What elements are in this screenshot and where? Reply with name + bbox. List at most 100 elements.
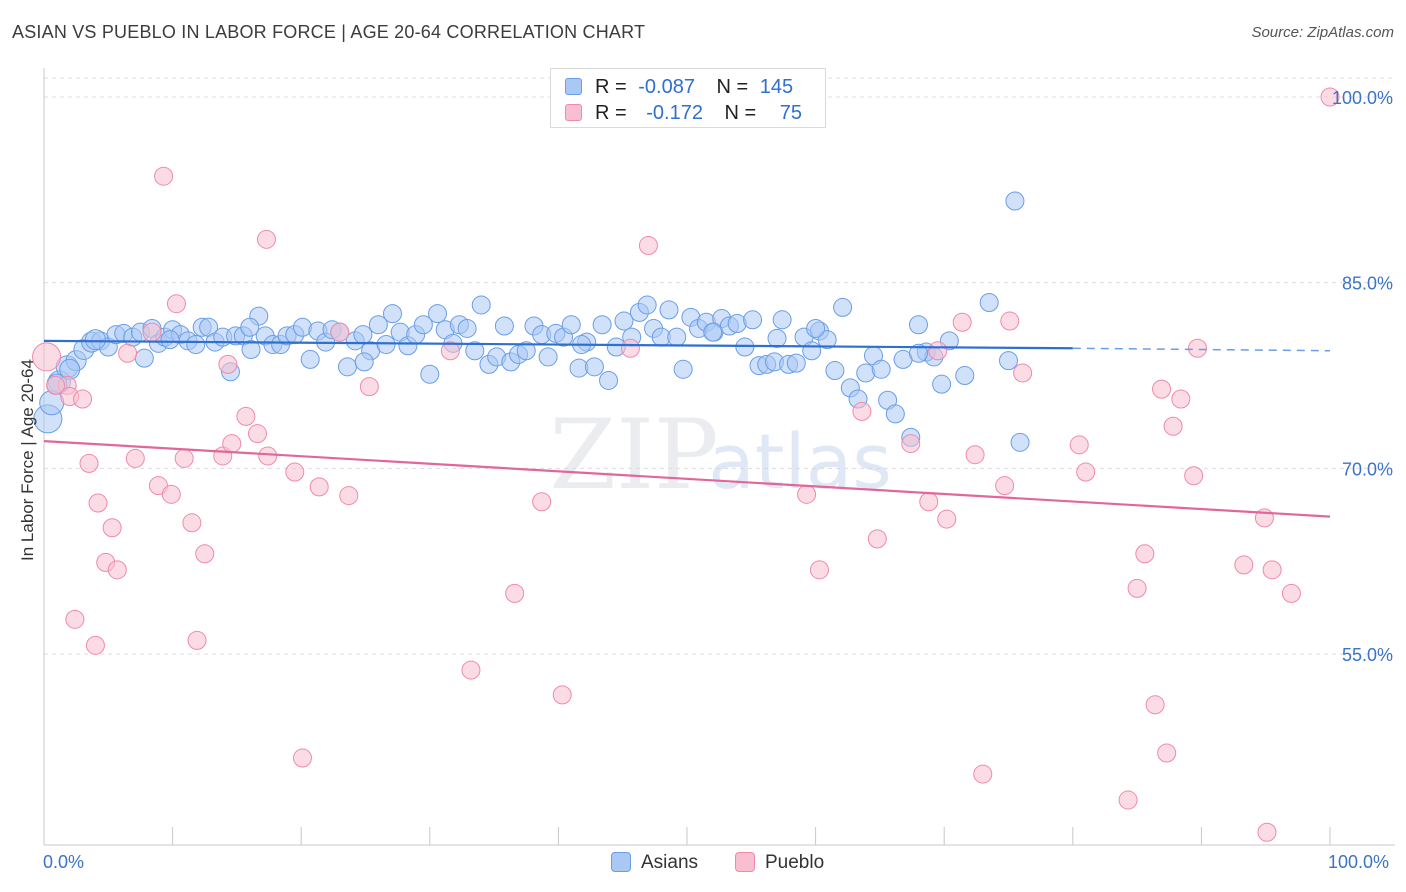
bottom-legend-asians: Asians bbox=[611, 852, 698, 874]
pueblo-point bbox=[154, 166, 174, 186]
pueblo-point bbox=[218, 354, 238, 374]
pueblo-point bbox=[952, 312, 972, 332]
pueblo-point bbox=[505, 583, 525, 603]
y-axis-label: In Labor Force | Age 20-64 bbox=[18, 359, 37, 561]
pueblo-point bbox=[973, 764, 993, 784]
asians-point bbox=[592, 315, 612, 335]
pueblo-point bbox=[161, 484, 181, 504]
asians-point bbox=[703, 322, 723, 342]
pueblo-point bbox=[187, 630, 207, 650]
pueblo-point bbox=[182, 513, 202, 533]
watermark: ZIP atlas bbox=[549, 399, 891, 511]
pueblo-point bbox=[1127, 578, 1147, 598]
pueblo-point bbox=[1184, 466, 1204, 486]
asians-point bbox=[767, 328, 787, 348]
pueblo-trend-line bbox=[43, 440, 1331, 518]
asians-point bbox=[885, 404, 905, 424]
asians-point bbox=[833, 297, 853, 317]
pueblo-point bbox=[1171, 389, 1191, 409]
asians-point bbox=[494, 316, 514, 336]
pueblo-point bbox=[256, 229, 276, 249]
pueblo-point bbox=[995, 476, 1015, 496]
stats-legend: R = -0.087 N = 145 R = -0.172 N = 75 bbox=[550, 68, 826, 128]
pueblo-point bbox=[1262, 560, 1282, 580]
pueblo-point bbox=[797, 484, 817, 504]
asians-point bbox=[673, 359, 693, 379]
asians-point bbox=[538, 347, 558, 367]
asians-point bbox=[376, 335, 396, 355]
chart-title: ASIAN VS PUEBLO IN LABOR FORCE | AGE 20-… bbox=[12, 22, 646, 42]
pueblo-point bbox=[1157, 743, 1177, 763]
asians-legend-swatch bbox=[611, 852, 631, 872]
pueblo-point bbox=[852, 401, 872, 421]
legend-n-label: N = bbox=[716, 76, 749, 98]
pueblo-point bbox=[1257, 822, 1277, 842]
pueblo-point bbox=[440, 341, 460, 361]
asians-point bbox=[637, 295, 657, 315]
pueblo-point bbox=[330, 322, 350, 342]
pueblo-point bbox=[552, 685, 572, 705]
pueblo-point bbox=[166, 294, 186, 314]
x-tick-label-min: 0.0% bbox=[43, 852, 85, 872]
asians-point bbox=[806, 318, 826, 338]
y-tick-label: 100.0% bbox=[1332, 88, 1393, 108]
asians-point bbox=[561, 315, 581, 335]
asians-point bbox=[240, 317, 260, 337]
series-asians bbox=[33, 191, 1030, 452]
asians-point bbox=[786, 353, 806, 373]
legend-r-label: R = bbox=[595, 76, 627, 98]
asians-point bbox=[932, 374, 952, 394]
asians-point bbox=[802, 341, 822, 361]
pueblo-point bbox=[937, 509, 957, 529]
series-pueblo bbox=[32, 87, 1340, 842]
pueblo-point bbox=[1076, 462, 1096, 482]
pueblo-point bbox=[1118, 790, 1138, 810]
pueblo-point bbox=[107, 560, 127, 580]
legend-r-asians: -0.087 bbox=[638, 76, 695, 98]
watermark-zip: ZIP bbox=[549, 399, 718, 511]
asians-point bbox=[1010, 432, 1030, 452]
asians-point bbox=[354, 352, 374, 372]
pueblo-point bbox=[236, 406, 256, 426]
pueblo-point bbox=[222, 434, 242, 454]
asians-point bbox=[825, 361, 845, 381]
pueblo-point bbox=[1163, 416, 1183, 436]
pueblo-swatch bbox=[565, 104, 582, 121]
trend-lines bbox=[43, 339, 1331, 518]
pueblo-point bbox=[46, 375, 66, 395]
pueblo-point bbox=[461, 660, 481, 680]
pueblo-point bbox=[88, 493, 108, 513]
pueblo-point bbox=[1152, 379, 1172, 399]
asians-point bbox=[584, 357, 604, 377]
grid-lines bbox=[44, 77, 1395, 655]
asians-legend-label: Asians bbox=[641, 852, 699, 873]
legend-r-label: R = bbox=[595, 102, 627, 124]
asians-point bbox=[368, 315, 388, 335]
asians-point bbox=[39, 390, 65, 416]
pueblo-point bbox=[919, 492, 939, 512]
pueblo-point bbox=[125, 448, 145, 468]
source-label: Source: ZipAtlas.com bbox=[1251, 24, 1394, 41]
bottom-legend-pueblo: Pueblo bbox=[735, 852, 824, 874]
pueblo-point bbox=[65, 609, 85, 629]
asians-point bbox=[908, 343, 928, 363]
asians-point bbox=[516, 341, 536, 361]
asians-point bbox=[84, 329, 106, 351]
pueblo-point bbox=[359, 377, 379, 397]
asians-point bbox=[241, 340, 261, 360]
asians-point bbox=[186, 335, 206, 355]
pueblo-point bbox=[309, 477, 329, 497]
pueblo-point bbox=[247, 424, 267, 444]
pueblo-point bbox=[174, 448, 194, 468]
asians-point bbox=[134, 348, 154, 368]
asians-point bbox=[871, 359, 891, 379]
asians-point bbox=[420, 364, 440, 384]
asians-point bbox=[908, 315, 928, 335]
pueblo-point bbox=[285, 462, 305, 482]
y-tick-label: 85.0% bbox=[1342, 274, 1393, 294]
pueblo-point bbox=[638, 236, 658, 256]
pueblo-legend-label: Pueblo bbox=[765, 852, 825, 873]
legend-r-pueblo: -0.172 bbox=[646, 102, 703, 124]
y-tick-labels: 55.0% 70.0% 85.0% 100.0% bbox=[1332, 88, 1393, 665]
